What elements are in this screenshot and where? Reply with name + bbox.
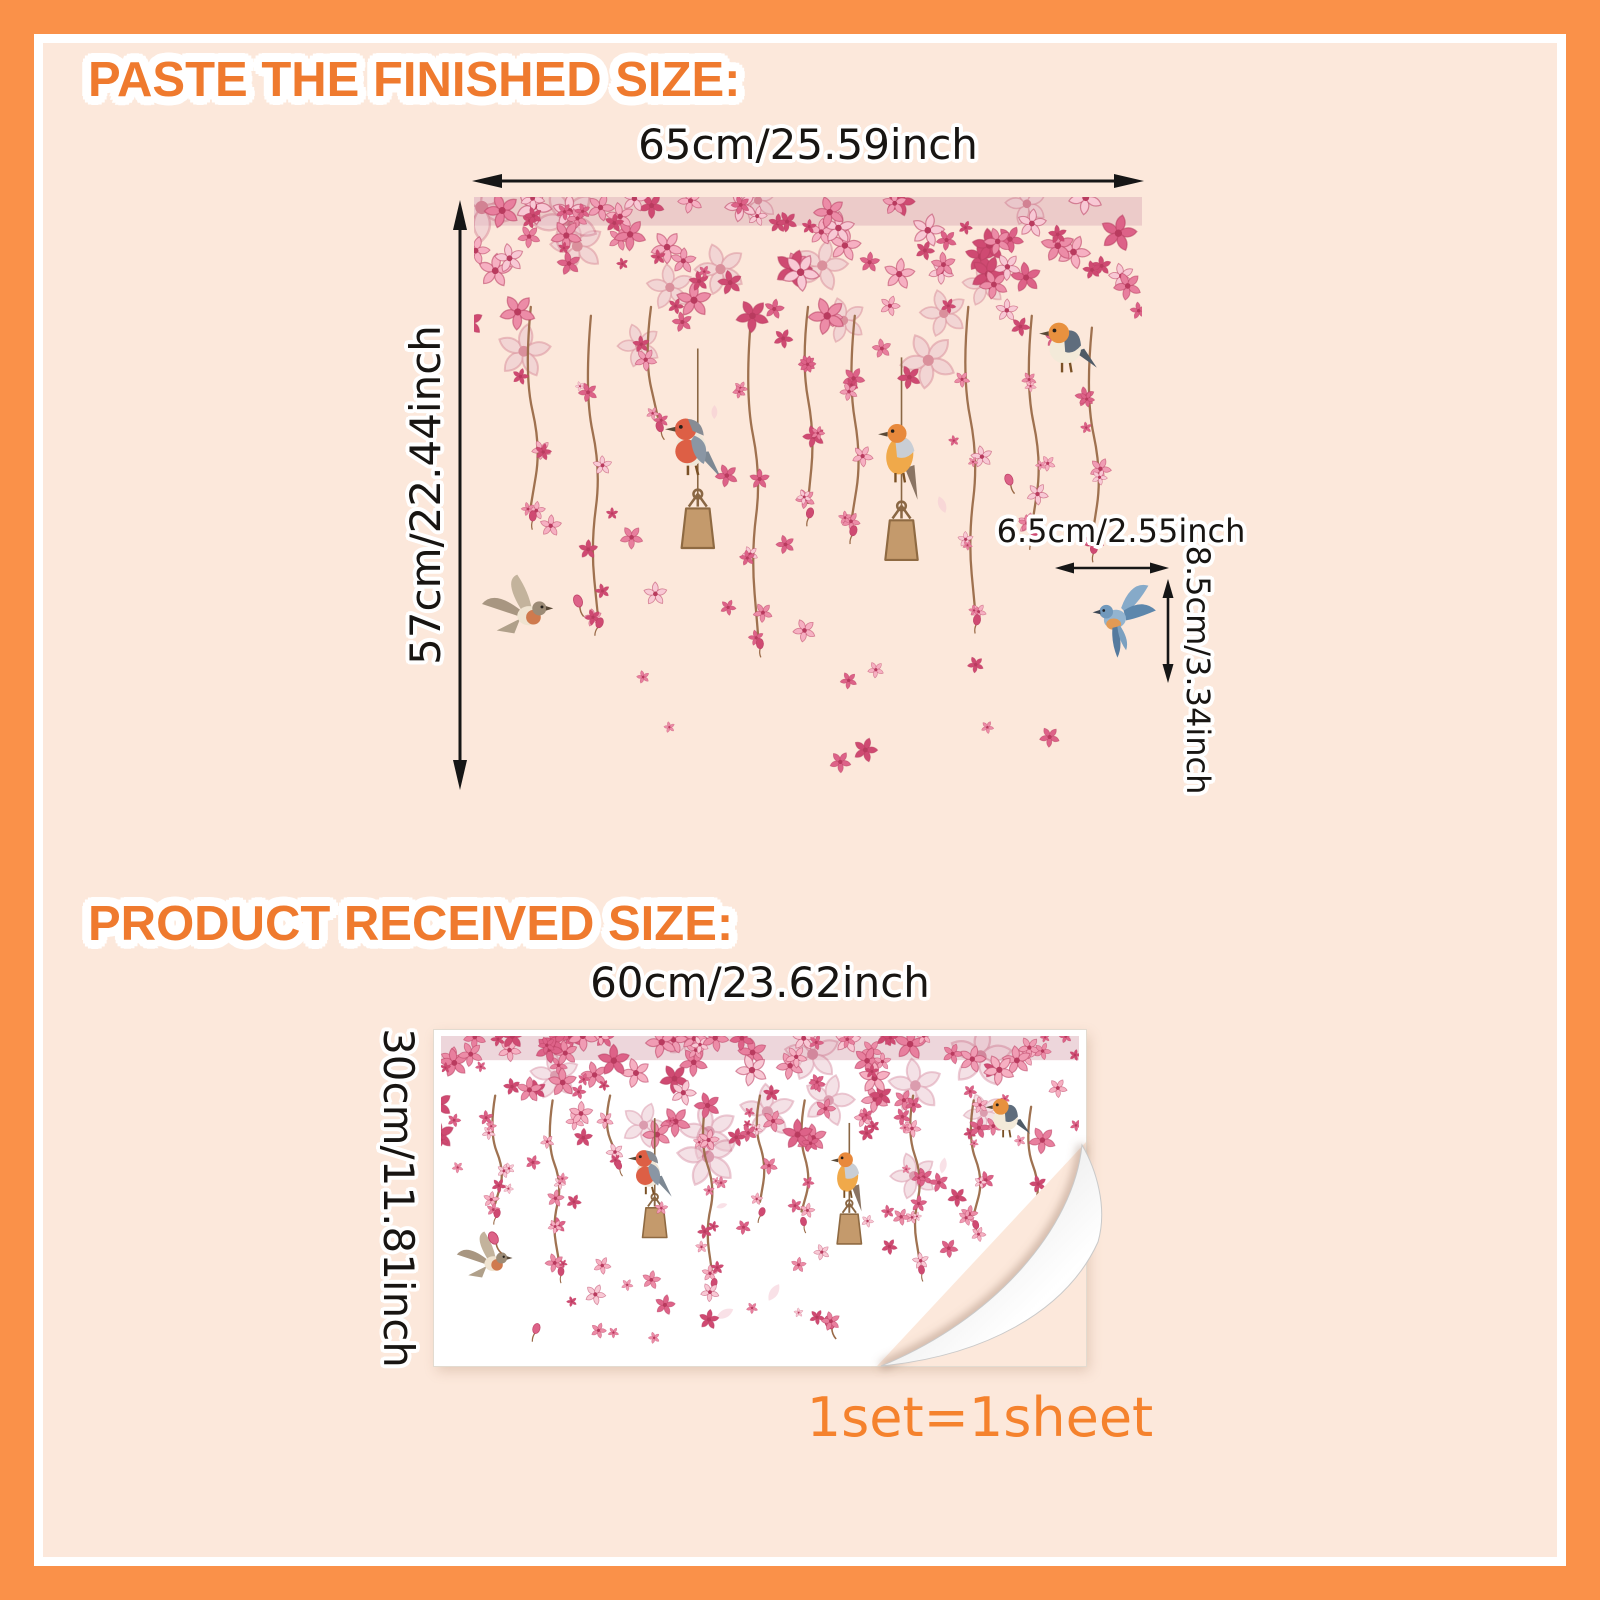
bird-width-label: 6.5cm/2.55inch (996, 512, 1246, 550)
bird-width-arrow (1055, 562, 1169, 574)
bird-height-arrow (1162, 579, 1174, 683)
page-curl (877, 1142, 1103, 1371)
set-note: 1set=1sheet (806, 1386, 1154, 1449)
received-size-heading: PRODUCT RECEIVED SIZE: (88, 897, 734, 951)
blue-bird-icon (1092, 584, 1156, 658)
received-width-label: 60cm/23.62inch (590, 958, 930, 1007)
width-arrow (472, 174, 1144, 188)
finished-width-label: 65cm/25.59inch (638, 120, 978, 169)
flower-artwork-finished (474, 197, 1142, 777)
flower-artwork-sheet (441, 1036, 1079, 1347)
finished-size-heading: PASTE THE FINISHED SIZE: (88, 53, 741, 107)
product-sheet (434, 1030, 1103, 1371)
height-arrow (453, 200, 467, 790)
finished-height-label: 57cm/22.44inch (400, 325, 450, 665)
received-height-label: 30cm/11.81inch (374, 1028, 424, 1368)
bird-height-label: 8.5cm/3.34inch (1179, 545, 1217, 795)
